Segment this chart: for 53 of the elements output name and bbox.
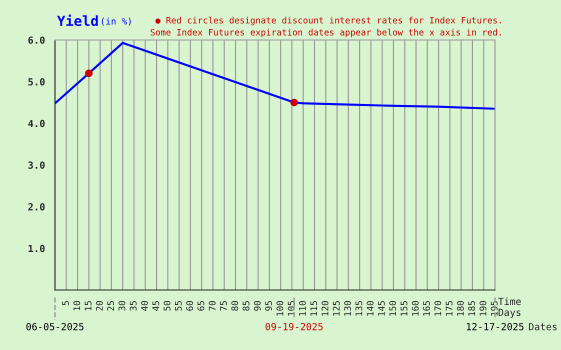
x-tick-label: 55	[175, 301, 182, 311]
annotation: 06-05-2025	[26, 322, 84, 330]
annotation: 09-19-2025	[266, 322, 323, 330]
x-tick-label: 40	[141, 301, 148, 311]
x-tick-label: 160	[412, 301, 419, 316]
x-tick-label: 85	[242, 301, 250, 311]
x-tick-label: 120	[322, 301, 328, 316]
x-tick-label: 30	[118, 301, 126, 311]
x-tick-label: 10	[73, 301, 80, 310]
x-tick-label: 175	[446, 301, 453, 316]
text: ● Red circles designate discount interest rates for Index Futures.	[155, 16, 501, 26]
x-tick-label: 60	[186, 301, 194, 311]
x-tick-label: 185	[468, 301, 476, 316]
chart-subtitle: (in %)	[102, 18, 131, 26]
x-tick-label: 95	[265, 301, 272, 311]
x-tick-label: 70	[208, 301, 216, 311]
x-tick-label: 125	[332, 301, 340, 316]
x-tick-label: 115	[310, 301, 318, 316]
x-tick-label: 50	[164, 301, 170, 311]
x-tick-label: 100	[276, 301, 284, 316]
x-tick-label: 25	[107, 301, 114, 311]
x-tick-label: 35	[130, 301, 137, 311]
x-tick-label: 155	[400, 301, 408, 316]
x-tick-label: 80	[231, 301, 238, 311]
x-tick-label: 65	[197, 301, 204, 311]
y-tick-label: 2.0	[28, 203, 45, 210]
x-tick-label: 170	[434, 301, 442, 316]
x-tick-label: 90	[254, 301, 261, 311]
y-tick-label: 1.0	[28, 244, 45, 252]
y-tick-label: 6.0	[28, 36, 45, 44]
x-tick-label: 130	[344, 301, 351, 316]
x-tick-label: 145	[378, 301, 385, 316]
x-axis-title: Time Days	[498, 298, 521, 318]
line-series	[55, 42, 495, 110]
x-tick-label: 165	[423, 301, 430, 316]
y-tick-label: 3.0	[28, 161, 45, 169]
chart-title: Yield	[57, 14, 98, 26]
x-tick-label: 75	[220, 301, 227, 311]
y-tick-label: 4.0	[28, 120, 45, 128]
x-tick-label: 190	[480, 301, 486, 316]
x-tick-label: 45	[152, 301, 160, 311]
y-tick-label: 5.0	[28, 78, 45, 86]
x-tick-label: 20	[96, 301, 103, 311]
text: Some Index Futures expiration dates appear below the x axis in red.	[150, 28, 501, 38]
x-tick-label: 15	[84, 301, 92, 310]
x-tick-label: 150	[389, 301, 396, 316]
x-tick-label: 110	[299, 301, 306, 316]
x-tick-label: 5	[62, 301, 69, 306]
text: Dates	[528, 323, 557, 330]
x-tick-label: 135	[355, 301, 362, 316]
annotation: 12-17-2025	[466, 322, 524, 330]
x-tick-label: 140	[366, 301, 374, 316]
x-tick-label: 180	[456, 301, 464, 316]
